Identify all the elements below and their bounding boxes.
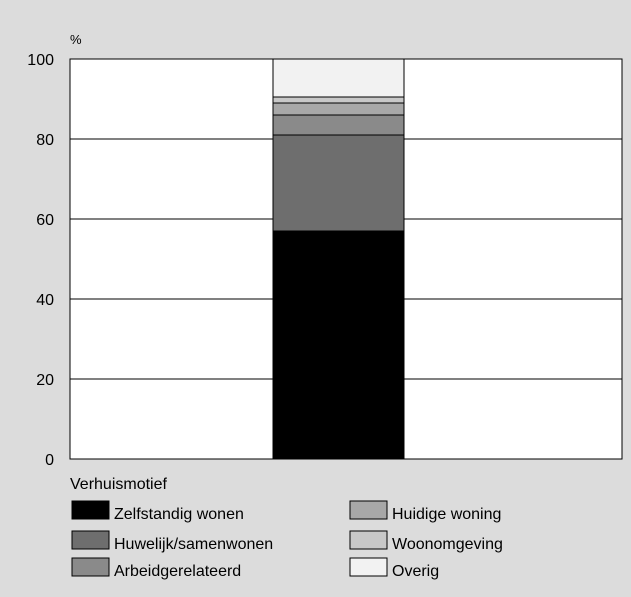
- legend-label: Woonomgeving: [392, 536, 503, 553]
- legend-swatch: [71, 557, 110, 577]
- y-tick-label: 60: [36, 212, 54, 229]
- bar-segment: [272, 114, 405, 136]
- y-axis-label: %: [70, 32, 82, 47]
- legend-swatch: [71, 530, 110, 550]
- y-tick-label: 0: [45, 452, 54, 469]
- legend-label: Zelfstandig wonen: [114, 506, 244, 523]
- y-tick-labels: 0 20 40 60 80 100: [27, 52, 54, 469]
- bar-segment: [272, 102, 405, 116]
- bar-segments: [272, 58, 405, 460]
- bar-segment: [272, 96, 405, 104]
- bar-segment: [272, 230, 405, 460]
- legend-label: Huidige woning: [392, 506, 501, 523]
- legend-swatch: [349, 557, 388, 577]
- legend: Zelfstandig wonen Huwelijk/samenwonen Arbe…: [71, 500, 503, 580]
- legend-swatch: [349, 500, 388, 520]
- bar-segment: [272, 134, 405, 232]
- legend-swatch: [71, 500, 110, 520]
- legend-swatch: [349, 530, 388, 550]
- y-tick-label: 100: [27, 52, 54, 69]
- y-tick-label: 20: [36, 372, 54, 389]
- legend-label: Overig: [392, 563, 439, 580]
- y-tick-label: 80: [36, 132, 54, 149]
- legend-title: Verhuismotief: [70, 476, 167, 493]
- legend-label: Arbeidgerelateerd: [114, 563, 241, 580]
- bar-segment: [272, 58, 405, 98]
- y-tick-label: 40: [36, 292, 54, 309]
- legend-label: Huwelijk/samenwonen: [114, 536, 273, 553]
